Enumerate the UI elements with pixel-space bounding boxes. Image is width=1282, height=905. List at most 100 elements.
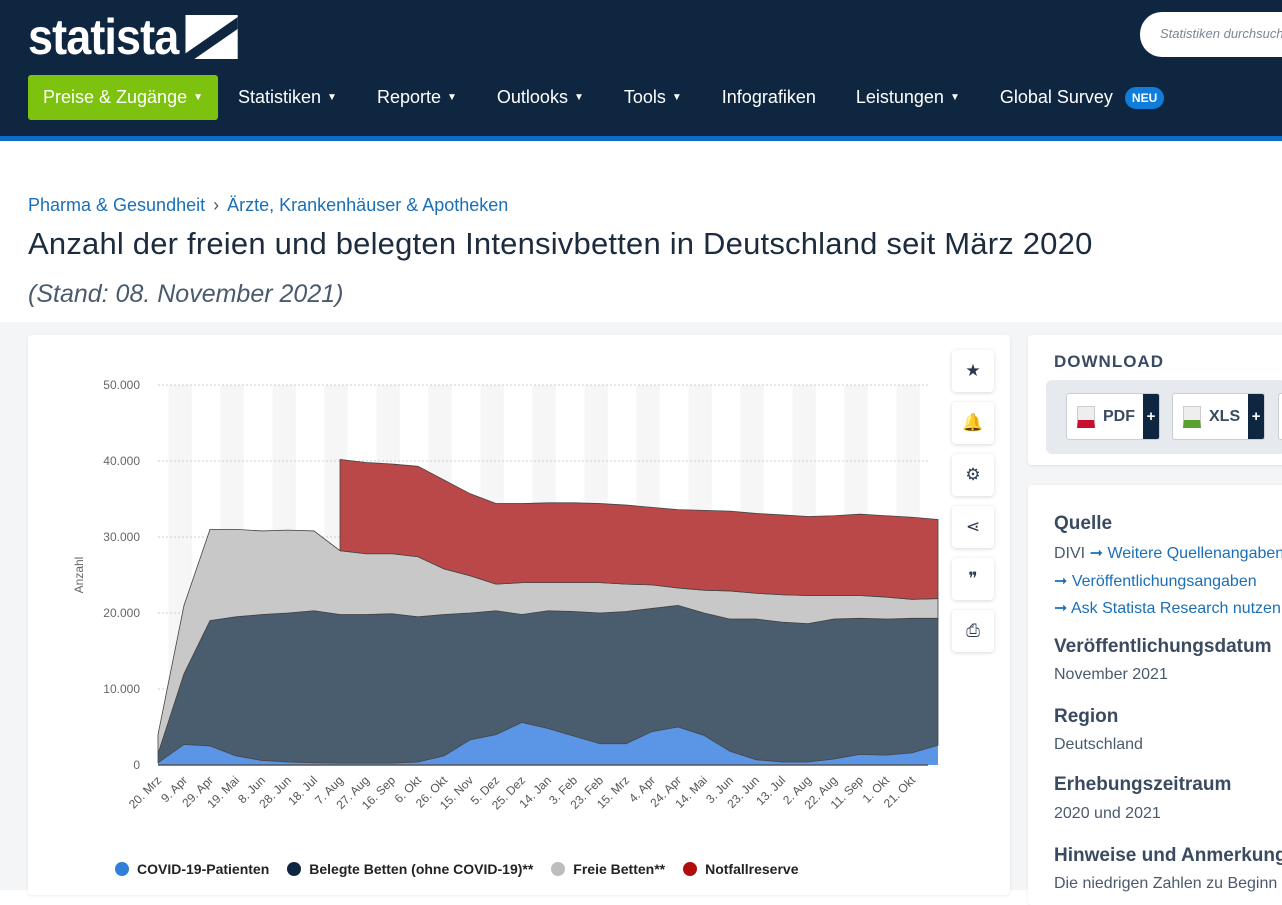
logo-mark-icon bbox=[185, 15, 238, 59]
region-heading: Region bbox=[1054, 706, 1119, 727]
y-tick-label: 10.000 bbox=[103, 682, 140, 696]
arrow-right-icon: ➞ bbox=[1089, 545, 1103, 562]
legend-label: Freie Betten** bbox=[573, 861, 666, 877]
more-download-button[interactable] bbox=[1278, 393, 1282, 440]
publication-date: November 2021 bbox=[1054, 666, 1168, 683]
nav-label: Preise & Zugänge bbox=[43, 87, 188, 107]
nav-label: Reporte bbox=[376, 87, 441, 107]
legend-label: Belegte Betten (ohne COVID-19)** bbox=[309, 861, 534, 877]
nav-item-7[interactable]: Global Survey NEU bbox=[980, 75, 1184, 120]
pdf-download-button[interactable]: PDF + bbox=[1066, 393, 1160, 440]
legend-item[interactable]: Belegte Betten (ohne COVID-19)** bbox=[287, 861, 533, 877]
logo-text: statista bbox=[28, 9, 179, 65]
nav-label: Statistiken bbox=[238, 87, 322, 107]
y-axis-label: Anzahl bbox=[72, 557, 86, 594]
notes-text: Die niedrigen Zahlen zu Beginn bbox=[1054, 875, 1278, 892]
breadcrumb-aerzte[interactable]: Ärzte, Krankenhäuser & Apotheken bbox=[227, 195, 509, 215]
legend-swatch bbox=[115, 862, 129, 876]
print-icon: ⎙ bbox=[966, 621, 980, 640]
publication-date-heading: Veröffentlichungsdatum bbox=[1054, 636, 1272, 657]
more-sources-link[interactable]: Weitere Quellenangaben bbox=[1107, 545, 1282, 562]
search-input[interactable]: Statistiken durchsuchen bbox=[1140, 12, 1282, 57]
nav-label: Tools bbox=[623, 87, 666, 107]
legend-swatch bbox=[551, 862, 566, 876]
legend-item[interactable]: Freie Betten** bbox=[551, 861, 665, 877]
area-covid-19-patienten bbox=[158, 722, 938, 765]
arrow-right-icon: ➞ bbox=[1054, 600, 1068, 617]
nav-label: Outlooks bbox=[496, 87, 568, 107]
page-subtitle: (Stand: 08. November 2021) bbox=[28, 280, 344, 308]
legend-item[interactable]: COVID-19-Patienten bbox=[115, 861, 269, 877]
page-title: Anzahl der freien und belegten Intensivb… bbox=[28, 226, 1093, 261]
plus-icon: + bbox=[1248, 394, 1265, 439]
legend-item[interactable]: Notfallreserve bbox=[683, 861, 799, 877]
xls-download-button[interactable]: XLS + bbox=[1172, 393, 1266, 440]
caret-down-icon: ▼ bbox=[671, 92, 682, 103]
info-card bbox=[1028, 485, 1282, 905]
breadcrumb: Pharma & Gesundheit › Ärzte, Krankenhäus… bbox=[28, 195, 508, 216]
ask-research-link[interactable]: ➞ Ask Statista Research nutzen bbox=[1054, 598, 1281, 618]
breadcrumb-separator: › bbox=[213, 195, 220, 215]
nav-item-4[interactable]: Tools ▼ bbox=[604, 75, 702, 120]
gear-button[interactable]: ⚙ bbox=[952, 454, 994, 496]
nav-item-0[interactable]: Preise & Zugänge ▼ bbox=[28, 75, 218, 120]
y-tick-label: 20.000 bbox=[103, 606, 140, 620]
nav-item-2[interactable]: Reporte ▼ bbox=[357, 75, 477, 120]
caret-down-icon: ▼ bbox=[327, 92, 337, 103]
notes-heading: Hinweise und Anmerkungen bbox=[1054, 845, 1282, 866]
xls-label: XLS bbox=[1209, 407, 1241, 425]
gear-icon: ⚙ bbox=[965, 465, 981, 484]
nav-item-1[interactable]: Statistiken ▼ bbox=[218, 75, 357, 120]
main-nav: Preise & Zugänge ▼ Statistiken ▼ Reporte ▼ Out… bbox=[28, 75, 1184, 120]
nav-label: Infografiken bbox=[721, 87, 816, 107]
source-heading: Quelle bbox=[1054, 513, 1113, 534]
share-button[interactable]: ⋖ bbox=[952, 506, 994, 548]
source-value: DIVI bbox=[1054, 545, 1086, 562]
new-badge: NEU bbox=[1124, 86, 1165, 109]
download-title: DOWNLOAD bbox=[1054, 352, 1164, 371]
area-chart: 0 10.000 20.000 30.000 40.000 50.000 Anzahl 20.… bbox=[72, 378, 939, 812]
link-label: Ask Statista Research nutzen bbox=[1070, 600, 1281, 617]
nav-item-5[interactable]: Infografiken bbox=[702, 75, 836, 120]
x-tick-label: 20. Mrz bbox=[126, 773, 164, 811]
period-heading: Erhebungszeitraum bbox=[1054, 774, 1232, 795]
area-notfallreserve bbox=[339, 459, 939, 600]
y-tick-label: 0 bbox=[133, 758, 140, 772]
region-value: Deutschland bbox=[1054, 736, 1143, 753]
link-label: Veröffentlichungsangaben bbox=[1071, 573, 1257, 590]
quote-icon: ❞ bbox=[968, 569, 978, 588]
print-button[interactable]: ⎙ bbox=[952, 610, 994, 652]
legend-swatch bbox=[287, 862, 302, 876]
nav-item-6[interactable]: Leistungen ▼ bbox=[836, 75, 980, 120]
source-line: DIVI ➞ Weitere Quellenangaben bbox=[1054, 543, 1282, 563]
chart-legend: COVID-19-Patienten Belegte Betten (ohne C… bbox=[115, 861, 799, 877]
caret-down-icon: ▼ bbox=[949, 92, 960, 103]
statista-logo[interactable]: statista bbox=[28, 8, 238, 66]
y-tick-label: 40.000 bbox=[103, 454, 140, 468]
share-icon: ⋖ bbox=[965, 517, 981, 536]
period-value: 2020 und 2021 bbox=[1054, 805, 1161, 822]
bell-button[interactable]: 🔔 bbox=[952, 402, 994, 444]
xls-file-icon bbox=[1183, 405, 1201, 428]
arrow-right-icon: ➞ bbox=[1054, 573, 1068, 590]
legend-label: Notfallreserve bbox=[705, 861, 799, 877]
x-tick-label: 18. Jul bbox=[285, 773, 320, 808]
y-tick-label: 30.000 bbox=[103, 530, 140, 544]
legend-swatch bbox=[683, 862, 698, 876]
header-divider bbox=[0, 136, 1282, 141]
pdf-file-icon bbox=[1077, 405, 1095, 428]
nav-item-3[interactable]: Outlooks ▼ bbox=[477, 75, 604, 120]
nav-label: Global Survey bbox=[999, 87, 1113, 107]
star-button[interactable]: ★ bbox=[952, 350, 994, 392]
y-tick-label: 50.000 bbox=[103, 378, 140, 392]
publication-info-link[interactable]: ➞ Veröffentlichungsangaben bbox=[1054, 571, 1257, 591]
plus-icon: + bbox=[1143, 394, 1159, 439]
breadcrumb-pharma[interactable]: Pharma & Gesundheit bbox=[28, 195, 206, 215]
caret-down-icon: ▼ bbox=[573, 92, 584, 103]
site-header: statista Statistiken durchsuchen Preise … bbox=[0, 0, 1282, 136]
bell-icon: 🔔 bbox=[962, 413, 984, 432]
star-icon: ★ bbox=[965, 361, 981, 380]
quote-button[interactable]: ❞ bbox=[952, 558, 994, 600]
x-tick-label: 13. Jul bbox=[753, 773, 788, 808]
caret-down-icon: ▼ bbox=[193, 92, 203, 103]
